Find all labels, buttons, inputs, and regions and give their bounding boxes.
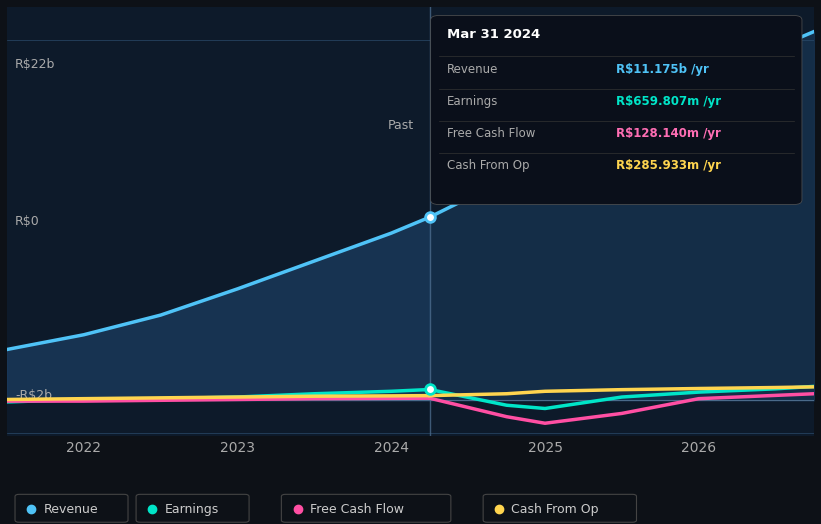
Text: Past: Past — [388, 118, 415, 132]
Text: -R$2b: -R$2b — [15, 389, 52, 402]
Text: R$11.175b /yr: R$11.175b /yr — [617, 63, 709, 76]
Text: R$285.933m /yr: R$285.933m /yr — [617, 159, 722, 172]
Text: Free Cash Flow: Free Cash Flow — [447, 127, 535, 140]
Text: Earnings: Earnings — [447, 95, 498, 108]
Text: Revenue: Revenue — [447, 63, 498, 76]
Text: R$22b: R$22b — [15, 59, 55, 71]
Text: Free Cash Flow: Free Cash Flow — [310, 503, 404, 516]
Text: Mar 31 2024: Mar 31 2024 — [447, 28, 540, 41]
Text: Cash From Op: Cash From Op — [511, 503, 599, 516]
Text: R$0: R$0 — [15, 215, 39, 228]
Text: R$128.140m /yr: R$128.140m /yr — [617, 127, 721, 140]
Text: Analysts Forecasts: Analysts Forecasts — [445, 118, 562, 132]
FancyBboxPatch shape — [431, 16, 802, 204]
Text: R$659.807m /yr: R$659.807m /yr — [617, 95, 722, 108]
Text: Earnings: Earnings — [164, 503, 218, 516]
Text: Cash From Op: Cash From Op — [447, 159, 530, 172]
Text: Revenue: Revenue — [44, 503, 98, 516]
